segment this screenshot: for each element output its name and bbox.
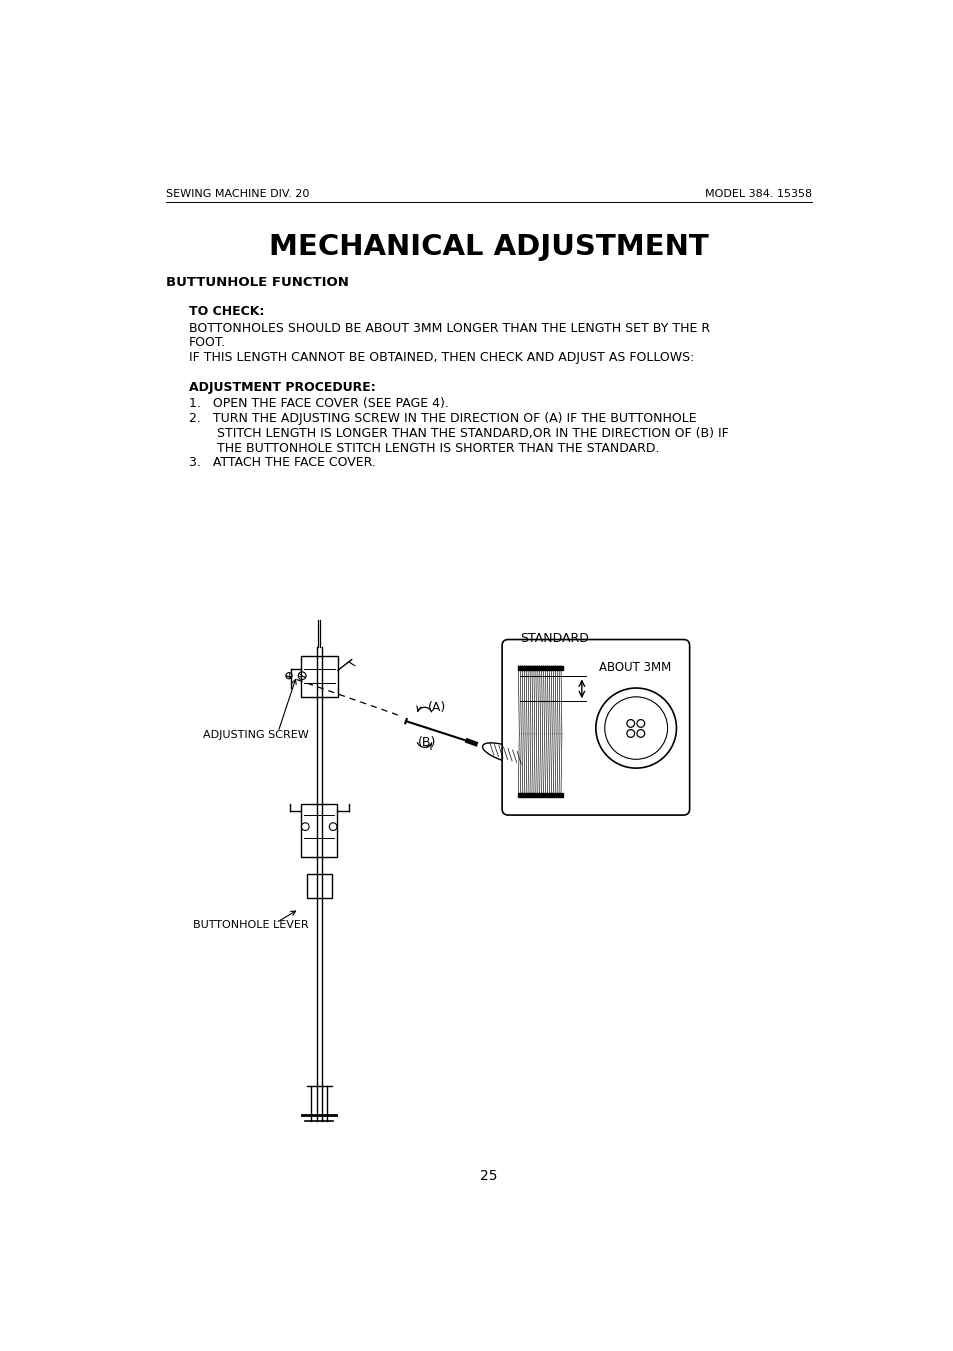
- Text: BUTTONHOLE LEVER: BUTTONHOLE LEVER: [193, 920, 308, 929]
- Text: STITCH LENGTH IS LONGER THAN THE STANDARD,OR IN THE DIRECTION OF (B) IF: STITCH LENGTH IS LONGER THAN THE STANDAR…: [216, 427, 728, 440]
- Circle shape: [596, 688, 676, 769]
- Text: SEWING MACHINE DIV. 20: SEWING MACHINE DIV. 20: [166, 189, 309, 199]
- Circle shape: [626, 730, 634, 738]
- Text: MODEL 384. 15358: MODEL 384. 15358: [704, 189, 811, 199]
- Text: 3.   ATTACH THE FACE COVER.: 3. ATTACH THE FACE COVER.: [189, 457, 375, 469]
- Text: ADJUSTING SCREW: ADJUSTING SCREW: [203, 730, 309, 739]
- Circle shape: [626, 720, 634, 727]
- Text: MECHANICAL ADJUSTMENT: MECHANICAL ADJUSTMENT: [269, 232, 708, 261]
- FancyBboxPatch shape: [501, 639, 689, 815]
- Text: 2.   TURN THE ADJUSTING SCREW IN THE DIRECTION OF (A) IF THE BUTTONHOLE: 2. TURN THE ADJUSTING SCREW IN THE DIREC…: [189, 412, 696, 426]
- Circle shape: [286, 673, 292, 678]
- Text: 25: 25: [479, 1169, 497, 1183]
- Text: IF THIS LENGTH CANNOT BE OBTAINED, THEN CHECK AND ADJUST AS FOLLOWS:: IF THIS LENGTH CANNOT BE OBTAINED, THEN …: [189, 351, 694, 363]
- Polygon shape: [482, 743, 528, 763]
- Text: STANDARD: STANDARD: [519, 632, 588, 644]
- Circle shape: [637, 720, 644, 727]
- Text: (B): (B): [417, 736, 436, 748]
- Text: BUTTUNHOLE FUNCTION: BUTTUNHOLE FUNCTION: [166, 276, 348, 289]
- Text: THE BUTTONHOLE STITCH LENGTH IS SHORTER THAN THE STANDARD.: THE BUTTONHOLE STITCH LENGTH IS SHORTER …: [216, 442, 659, 455]
- Text: ADJUSTMENT PROCEDURE:: ADJUSTMENT PROCEDURE:: [189, 381, 375, 393]
- Text: ABOUT 3MM: ABOUT 3MM: [598, 661, 671, 674]
- Text: TO CHECK:: TO CHECK:: [189, 305, 264, 319]
- Text: FOOT.: FOOT.: [189, 336, 226, 349]
- Circle shape: [637, 730, 644, 738]
- Text: (A): (A): [427, 701, 445, 715]
- Text: 1.   OPEN THE FACE COVER (SEE PAGE 4).: 1. OPEN THE FACE COVER (SEE PAGE 4).: [189, 397, 449, 409]
- Text: BOTTONHOLES SHOULD BE ABOUT 3MM LONGER THAN THE LENGTH SET BY THE R: BOTTONHOLES SHOULD BE ABOUT 3MM LONGER T…: [189, 322, 709, 335]
